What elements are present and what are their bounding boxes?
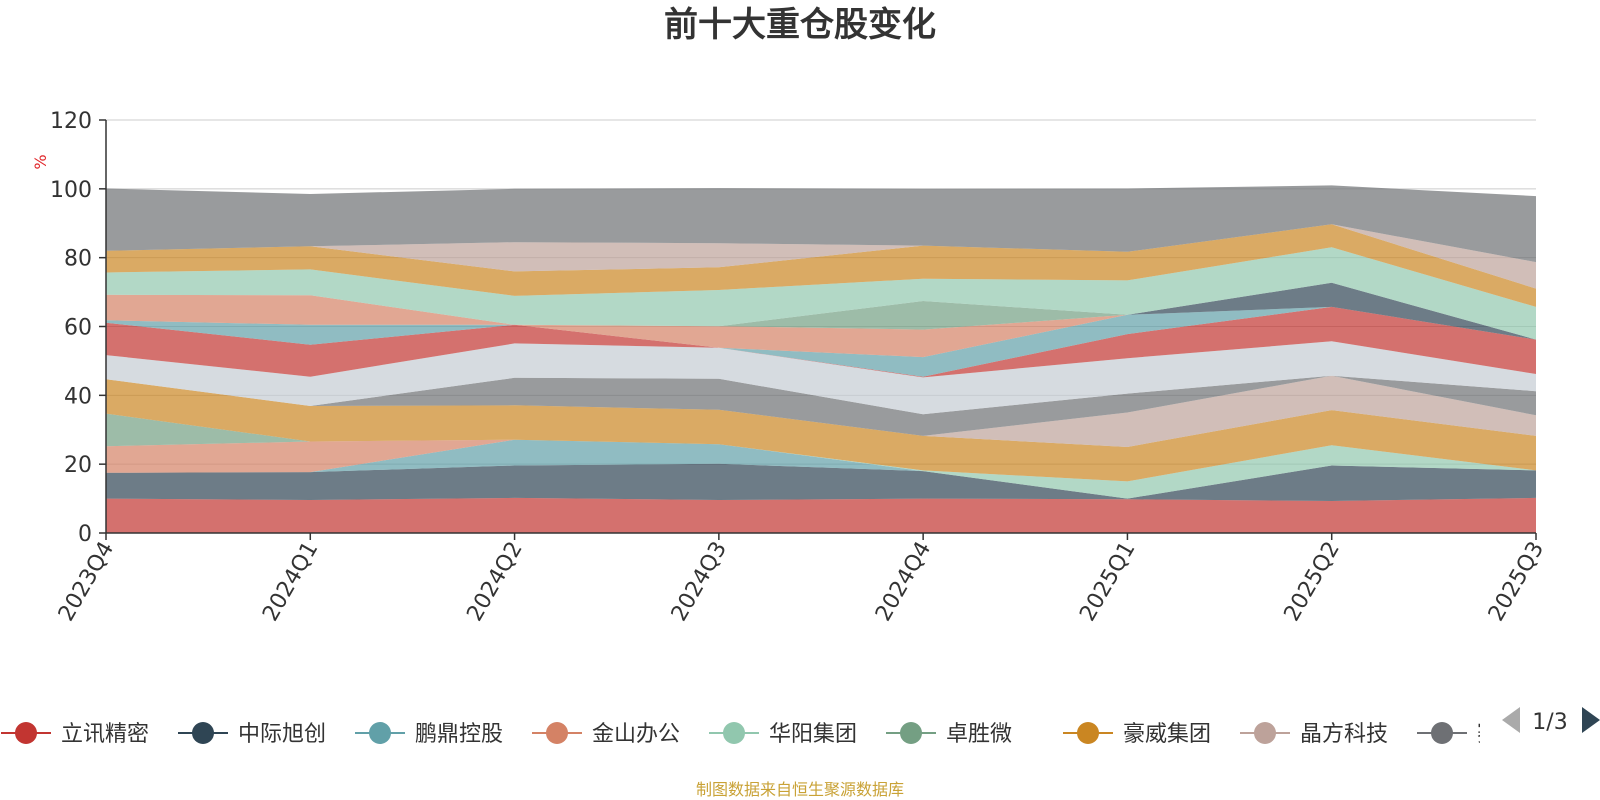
area-series-2 xyxy=(106,463,1536,501)
legend-item[interactable]: 豪威集团 xyxy=(1063,722,1211,747)
legend-item[interactable]: 中际旭创 xyxy=(178,722,326,747)
x-tick-label: 2024Q3 xyxy=(667,538,732,626)
y-tick-label: 100 xyxy=(50,178,92,203)
x-tick-label: 2025Q3 xyxy=(1484,538,1549,626)
legend-label: 中际旭创 xyxy=(238,722,326,747)
legend-page-indicator: 1/3 xyxy=(1532,710,1567,735)
x-tick-label: 2024Q2 xyxy=(462,538,527,626)
legend-item[interactable]: 鹏鼎控股 xyxy=(355,722,503,747)
legend-prev-page-icon[interactable] xyxy=(1502,707,1520,733)
area-series-16 xyxy=(106,247,1536,340)
y-tick-label: 40 xyxy=(64,384,92,409)
x-tick-label: 2024Q1 xyxy=(258,538,323,626)
y-axis-unit: % xyxy=(31,154,50,169)
x-tick-label: 2023Q4 xyxy=(54,538,119,626)
legend-label: 立讯精密 xyxy=(61,722,149,747)
legend-item[interactable]: 立讯精密 xyxy=(1,722,149,747)
area-series-14 xyxy=(106,294,1536,340)
legend-label: 鹏鼎控股 xyxy=(415,722,503,747)
legend-item[interactable]: 华阳集团 xyxy=(709,722,857,747)
area-series-9 xyxy=(106,375,1536,436)
legend-marker-icon xyxy=(900,722,922,744)
area-series-7 xyxy=(106,379,1536,482)
area-series-13 xyxy=(106,294,1536,358)
y-tick-label: 120 xyxy=(50,109,92,134)
legend-marker-icon xyxy=(546,722,568,744)
chart-title: 前十大重仓股变化 xyxy=(664,5,936,45)
area-series-layer xyxy=(106,185,1536,533)
x-tick-label: 2025Q2 xyxy=(1280,538,1345,626)
legend-label: 华阳集团 xyxy=(769,722,857,747)
legend-item[interactable]: 金山办公 xyxy=(532,722,680,747)
area-series-12 xyxy=(106,306,1536,377)
data-source-note: 制图数据来自恒生聚源数据库 xyxy=(696,780,904,799)
legend-label: 豪威集团 xyxy=(1123,722,1211,747)
x-tick-label: 2024Q4 xyxy=(871,538,936,626)
y-tick-label: 80 xyxy=(64,247,92,272)
legend-marker-icon xyxy=(1431,722,1453,744)
legend-marker-icon xyxy=(192,722,214,744)
legend-item[interactable]: 赛微电子 xyxy=(1417,722,1565,747)
area-series-3 xyxy=(106,439,1536,499)
area-series-8 xyxy=(106,375,1536,447)
legend-item[interactable]: 卓胜微 xyxy=(886,722,1012,747)
legend-label: 卓胜微 xyxy=(946,722,1012,747)
area-series-10 xyxy=(106,341,1536,415)
legend: 立讯精密 中际旭创 鹏鼎控股 金山办公 华阳集团 卓胜微 豪威集团 晶方科技 赛微电子 xyxy=(1,722,1565,747)
legend-pager: 1/3 xyxy=(1502,707,1600,735)
legend-item[interactable]: 晶方科技 xyxy=(1240,722,1388,747)
area-series-4 xyxy=(106,439,1536,499)
area-series-17 xyxy=(106,224,1536,307)
legend-marker-icon xyxy=(723,722,745,744)
y-tick-label: 60 xyxy=(64,316,92,341)
legend-marker-icon xyxy=(369,722,391,744)
legend-next-page-icon[interactable] xyxy=(1582,707,1600,733)
x-tick-label: 2025Q1 xyxy=(1075,538,1140,626)
legend-marker-icon xyxy=(15,722,37,744)
legend-marker-icon xyxy=(1077,722,1099,744)
area-series-11 xyxy=(106,306,1536,378)
area-series-5 xyxy=(106,439,1536,499)
area-series-1 xyxy=(106,497,1536,533)
legend-label: 金山办公 xyxy=(592,722,680,747)
legend-label: 赛微电子 xyxy=(1477,722,1565,747)
y-tick-label: 20 xyxy=(64,453,92,478)
y-tick-label: 0 xyxy=(78,522,92,547)
legend-marker-icon xyxy=(1254,722,1276,744)
legend-label: 晶方科技 xyxy=(1300,722,1388,747)
area-series-19 xyxy=(106,185,1536,263)
